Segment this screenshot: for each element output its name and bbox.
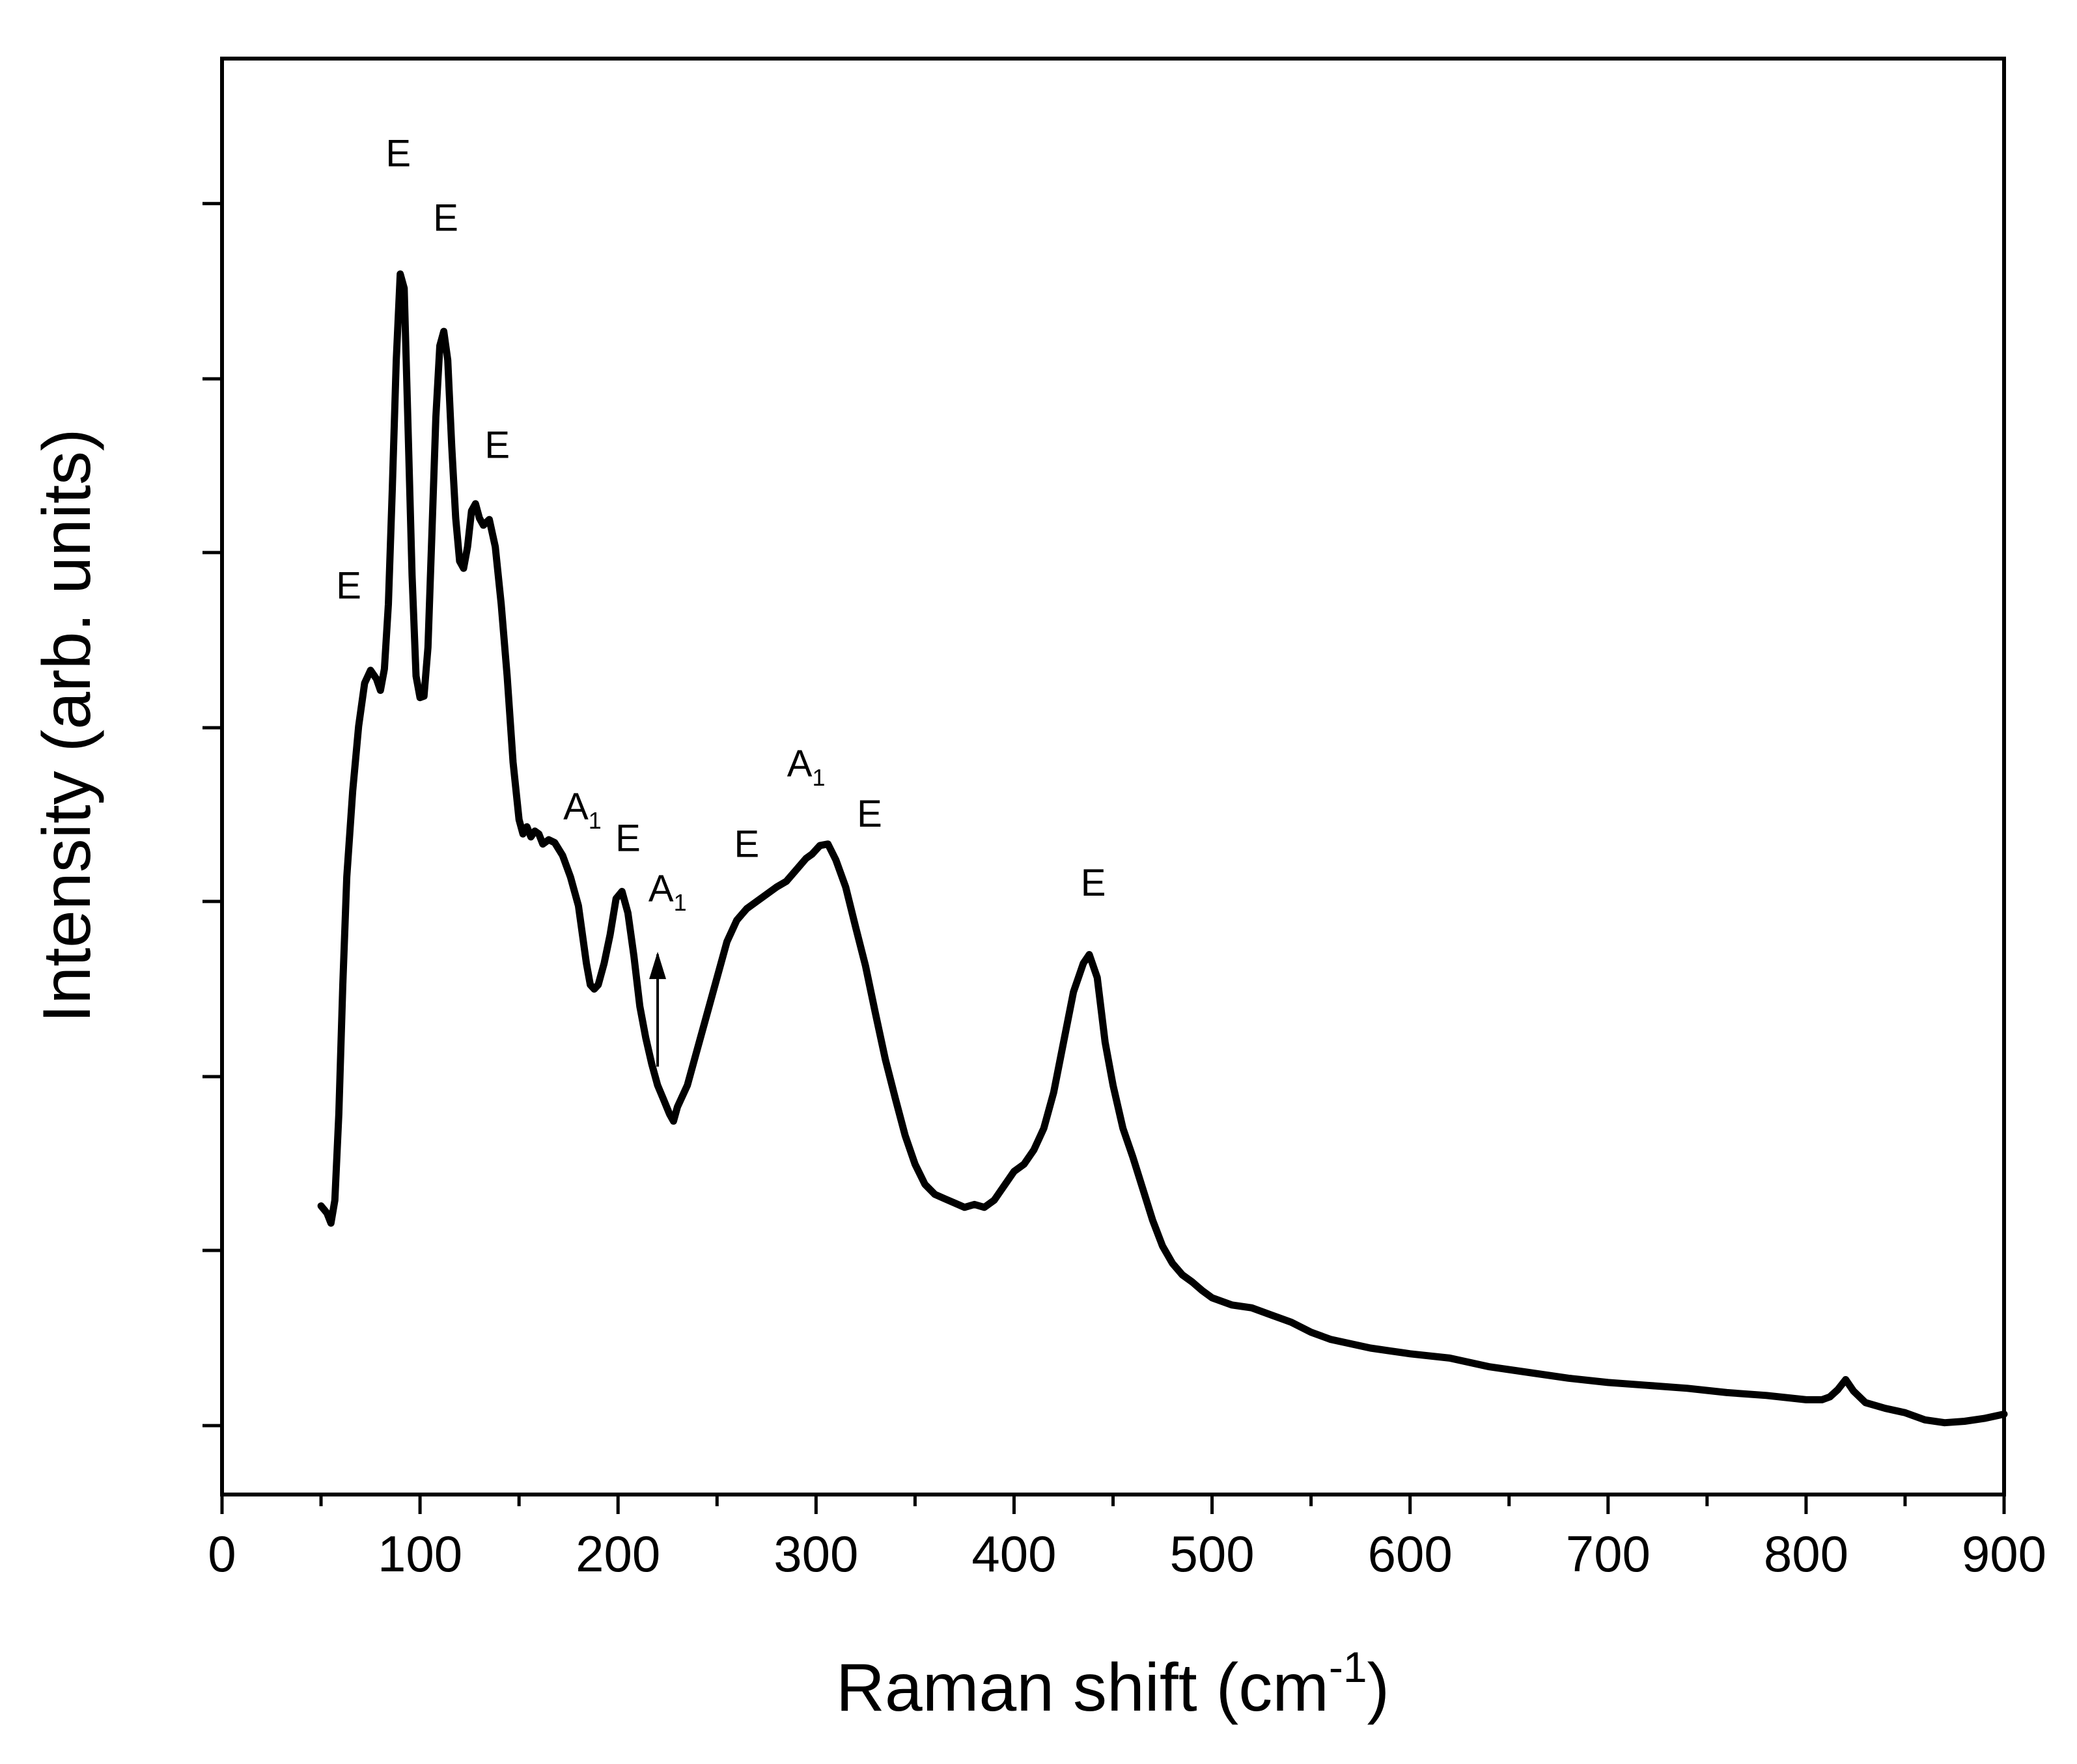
y-axis-label: Intensity (arb. units) xyxy=(29,428,105,1023)
x-axis-tick-labels: 0 100 200 300 400 500 600 700 800 900 xyxy=(208,1525,2046,1582)
x-axis-label-close: ) xyxy=(1367,1650,1390,1726)
x-tick-label: 600 xyxy=(1368,1525,1453,1582)
x-tick-label: 400 xyxy=(971,1525,1056,1582)
x-axis-ticks xyxy=(220,1495,2006,1514)
y-axis-ticks xyxy=(202,202,222,1427)
spectrum-line xyxy=(317,270,2008,1427)
x-tick-label: 100 xyxy=(378,1525,462,1582)
x-tick-label: 500 xyxy=(1169,1525,1254,1582)
x-tick-label: 700 xyxy=(1566,1525,1651,1582)
peak-label: A1 xyxy=(787,743,826,791)
peak-label: E xyxy=(336,564,361,607)
peak-label: E xyxy=(484,424,510,466)
peak-label: E xyxy=(1081,862,1106,904)
x-axis-label-superscript: -1 xyxy=(1329,1643,1367,1691)
annotation-arrows xyxy=(649,952,667,1067)
peak-label: E xyxy=(734,823,760,866)
plot-frame xyxy=(220,57,2006,1496)
x-tick-label: 0 xyxy=(208,1525,236,1582)
peak-label: E xyxy=(433,197,458,240)
x-tick-label: 200 xyxy=(576,1525,660,1582)
peak-label: E xyxy=(615,818,641,860)
x-tick-label: 800 xyxy=(1764,1525,1848,1582)
peak-label: A1 xyxy=(648,868,687,916)
peak-label: A1 xyxy=(563,786,602,834)
peak-label: E xyxy=(385,132,411,174)
x-axis-label: Raman shift (cm-1) xyxy=(836,1643,1389,1726)
x-tick-label: 900 xyxy=(1962,1525,2046,1582)
arrow-head xyxy=(649,952,667,980)
peak-label: E xyxy=(857,793,882,835)
x-tick-label: 300 xyxy=(774,1525,858,1582)
